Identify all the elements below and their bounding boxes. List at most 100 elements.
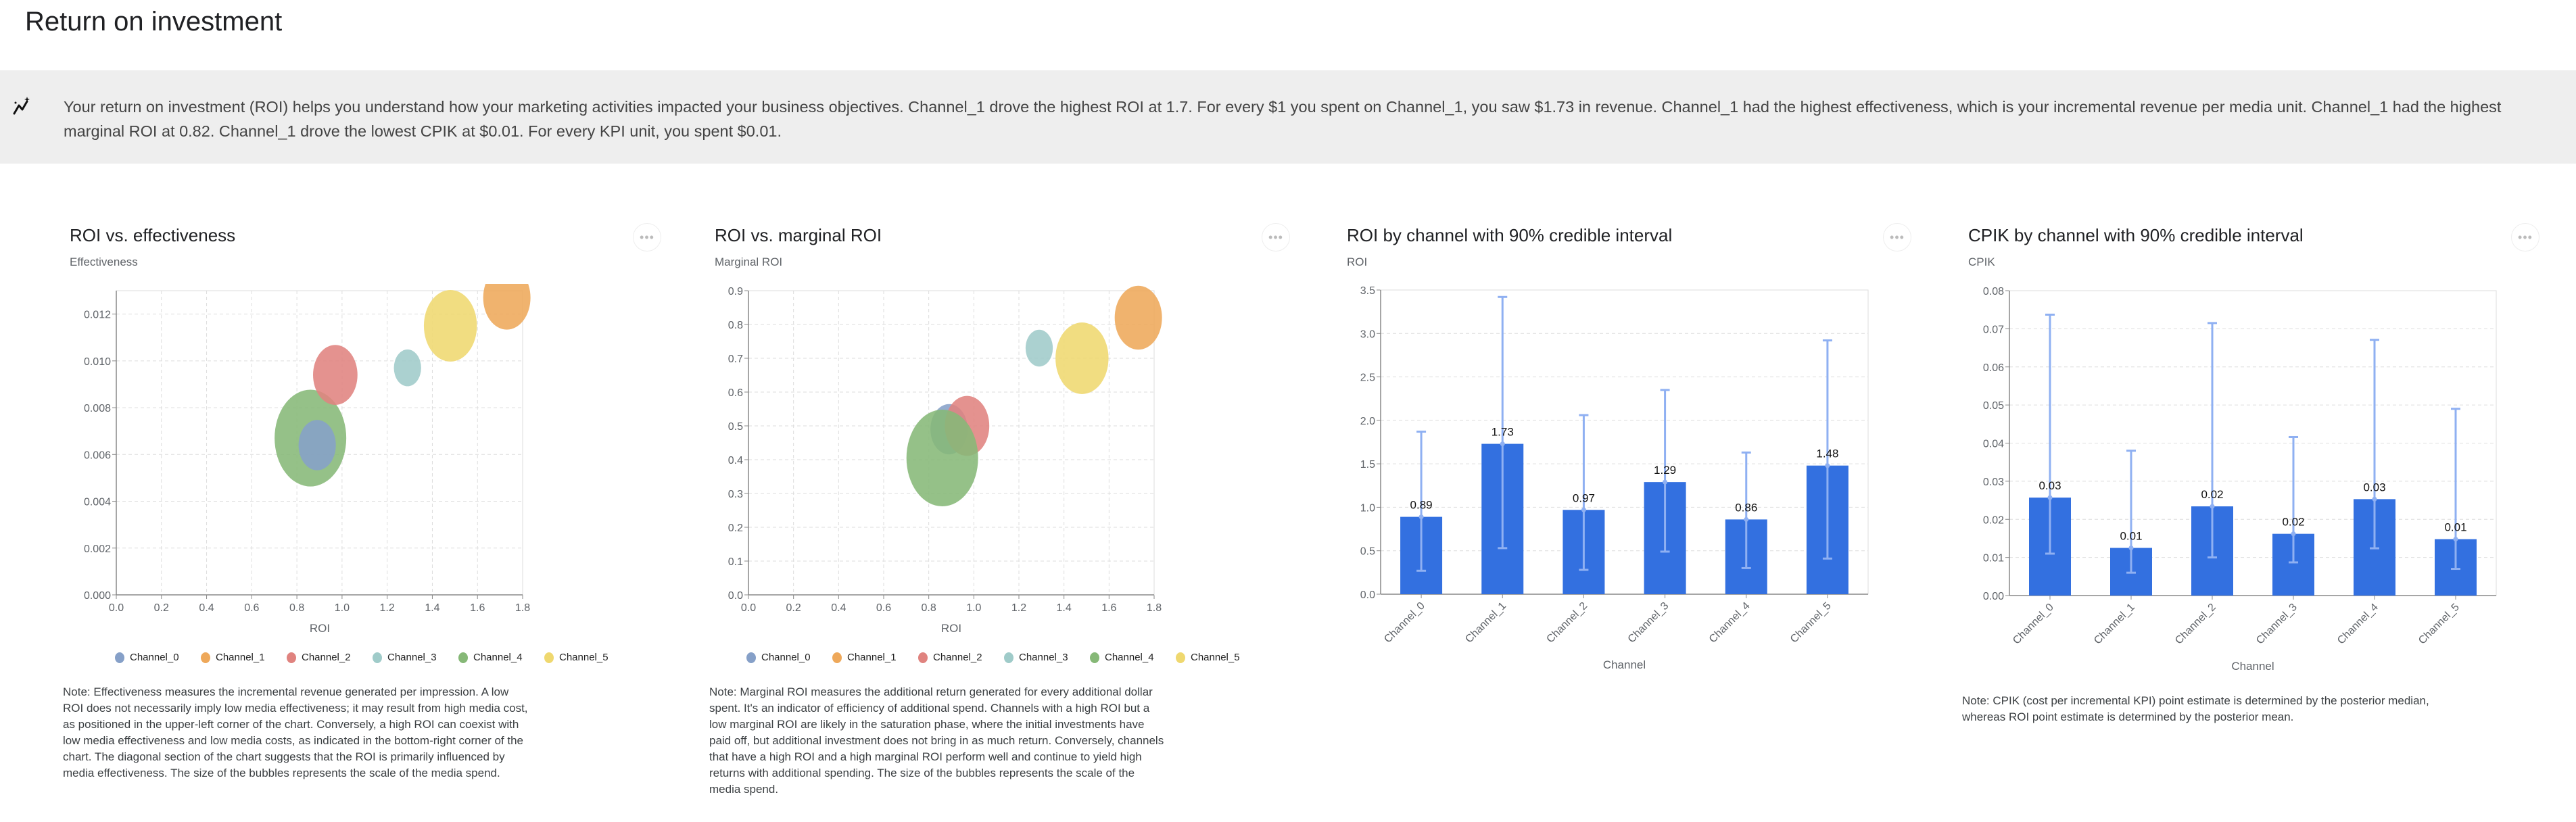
x-tick-label: 0.8 xyxy=(922,602,936,614)
legend-label: Channel_1 xyxy=(216,652,265,663)
bar-data-label: 0.02 xyxy=(2282,516,2304,529)
bubble-channel-4 xyxy=(906,409,978,507)
bar-data-label: 1.29 xyxy=(1654,464,1676,477)
y-tick-label: 0.00 xyxy=(1983,591,2004,602)
bubble-channel-3 xyxy=(1025,329,1053,367)
legend-swatch-icon xyxy=(544,652,554,663)
insights-banner: Your return on investment (ROI) helps yo… xyxy=(0,70,2576,164)
y-tick-label: 0.05 xyxy=(1983,400,2004,412)
y-tick-label: 0.4 xyxy=(728,455,743,466)
x-tick-label: Channel_1 xyxy=(1463,600,1508,646)
bubble-channel-1 xyxy=(1114,285,1162,350)
x-tick-label: 0.2 xyxy=(154,602,169,614)
bubble-channel-0 xyxy=(298,420,336,470)
more-horiz-icon: ••• xyxy=(640,230,654,244)
legend-label: Channel_2 xyxy=(302,652,351,663)
legend-label: Channel_3 xyxy=(1019,652,1068,663)
y-tick-label: 0.008 xyxy=(84,403,111,414)
bar-data-label: 0.03 xyxy=(2363,481,2385,493)
legend-label: Channel_0 xyxy=(130,652,179,663)
legend-item[interactable]: Channel_3 xyxy=(373,652,458,663)
x-tick-label: 1.0 xyxy=(335,602,350,614)
legend-swatch-icon xyxy=(201,652,210,663)
y-tick-label: 0.2 xyxy=(728,523,743,534)
x-tick-label: 1.2 xyxy=(380,602,395,614)
y-tick-label: 0.01 xyxy=(1983,553,2004,564)
y-tick-label: 1.5 xyxy=(1360,459,1375,470)
legend-item[interactable]: Channel_4 xyxy=(1090,652,1176,663)
legend-label: Channel_1 xyxy=(847,652,897,663)
bar-data-label: 0.02 xyxy=(2201,488,2223,501)
legend-item[interactable]: Channel_0 xyxy=(746,652,832,663)
x-axis-title: Channel xyxy=(1603,658,1646,671)
legend-item[interactable]: Channel_4 xyxy=(458,652,544,663)
more-options-button[interactable]: ••• xyxy=(1883,223,1911,251)
x-tick-label: Channel_4 xyxy=(2335,602,2381,647)
y-tick-label: 2.0 xyxy=(1360,416,1375,427)
point-estimate-dot xyxy=(2372,496,2377,502)
y-tick-label: 0.8 xyxy=(728,320,743,331)
y-tick-label: 0.07 xyxy=(1983,324,2004,335)
y-axis-title: CPIK xyxy=(1968,256,1995,268)
legend-item[interactable]: Channel_2 xyxy=(918,652,1004,663)
x-axis-title: ROI xyxy=(941,622,961,635)
more-options-button[interactable]: ••• xyxy=(1262,223,1290,251)
y-tick-label: 0.000 xyxy=(84,590,111,602)
legend-label: Channel_5 xyxy=(1191,652,1240,663)
x-tick-label: 0.8 xyxy=(289,602,304,614)
legend-label: Channel_0 xyxy=(761,652,811,663)
legend-item[interactable]: Channel_5 xyxy=(544,652,630,663)
point-estimate-dot xyxy=(1825,463,1830,468)
bar-data-label: 0.03 xyxy=(2038,479,2061,492)
bar-data-label: 0.01 xyxy=(2444,521,2466,534)
x-tick-label: Channel_5 xyxy=(2416,602,2462,647)
insights-text: Your return on investment (ROI) helps yo… xyxy=(64,98,2502,140)
more-options-button[interactable]: ••• xyxy=(633,223,661,251)
y-tick-label: 0.08 xyxy=(1983,286,2004,297)
legend-item[interactable]: Channel_1 xyxy=(201,652,287,663)
y-tick-label: 0.06 xyxy=(1983,362,2004,374)
bubble-channel-2 xyxy=(313,345,358,405)
chart-title-roi-vs-marginal-roi: ROI vs. marginal ROI xyxy=(715,225,882,245)
legend-swatch-icon xyxy=(115,652,124,663)
point-estimate-dot xyxy=(1581,507,1586,512)
legend-swatch-icon xyxy=(1004,652,1013,663)
y-axis-title: Effectiveness xyxy=(70,256,138,268)
legend-item[interactable]: Channel_0 xyxy=(115,652,201,663)
legend-label: Channel_5 xyxy=(559,652,609,663)
legend-item[interactable]: Channel_1 xyxy=(832,652,918,663)
y-tick-label: 0.02 xyxy=(1983,514,2004,526)
y-tick-label: 0.0 xyxy=(728,590,743,602)
more-horiz-icon: ••• xyxy=(2518,230,2533,244)
roi-vs-marginal-roi-chart: 0.0 0.1 0.2 0.3 0.4 0.5 0.6 0.7 0.8 0.9 0.0 0.2 0.4 0… xyxy=(728,285,1162,635)
bar-data-label: 0.01 xyxy=(2120,530,2142,543)
x-tick-label: 0.4 xyxy=(199,602,214,614)
x-tick-label: 0.0 xyxy=(109,602,124,614)
x-axis-title: ROI xyxy=(310,622,330,635)
roi-by-channel-chart: 0.0 0.5 1.0 1.5 2.0 2.5 3.0 3.5 0.89 Channel_0 1.7… xyxy=(1360,285,1869,671)
chart-note: Note: Effectiveness measures the increme… xyxy=(63,685,528,779)
point-estimate-dot xyxy=(1744,516,1749,522)
point-estimate-dot xyxy=(1418,514,1424,520)
legend-label: Channel_3 xyxy=(387,652,437,663)
x-tick-label: Channel_5 xyxy=(1788,600,1834,646)
legend-item[interactable]: Channel_5 xyxy=(1176,652,1262,663)
more-options-button[interactable]: ••• xyxy=(2511,223,2539,251)
x-tick-label: 1.0 xyxy=(966,602,981,614)
x-tick-label: Channel_4 xyxy=(1707,600,1752,646)
legend-item[interactable]: Channel_3 xyxy=(1004,652,1090,663)
legend-swatch-icon xyxy=(373,652,382,663)
bar-data-label: 1.73 xyxy=(1492,426,1514,439)
legend-item[interactable]: Channel_2 xyxy=(287,652,373,663)
legend-swatch-icon xyxy=(1176,652,1185,663)
y-tick-label: 0.03 xyxy=(1983,477,2004,488)
bar-data-label: 0.89 xyxy=(1410,499,1433,512)
y-tick-label: 0.002 xyxy=(84,543,111,555)
bubble-channel-5 xyxy=(1055,322,1109,394)
x-tick-label: Channel_0 xyxy=(1382,600,1427,646)
y-tick-label: 0.7 xyxy=(728,354,743,365)
x-tick-label: 1.8 xyxy=(515,602,530,614)
x-tick-label: 0.2 xyxy=(786,602,801,614)
bar-data-label: 0.97 xyxy=(1573,491,1595,504)
legend-swatch-icon xyxy=(832,652,842,663)
